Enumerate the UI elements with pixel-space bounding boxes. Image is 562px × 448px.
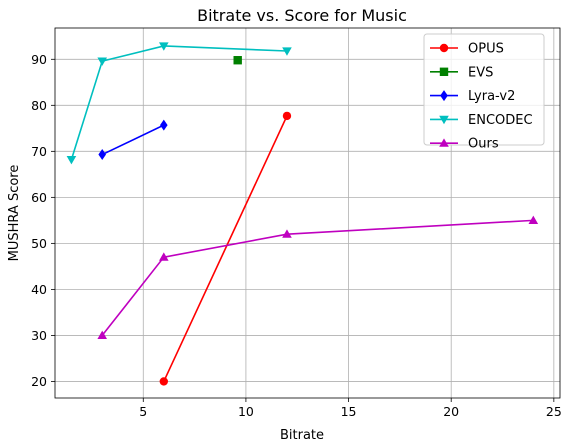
series-encodec bbox=[66, 42, 292, 165]
data-point-ours bbox=[528, 215, 539, 224]
legend-marker bbox=[439, 115, 449, 125]
data-point-ours bbox=[282, 229, 292, 238]
legend-marker bbox=[439, 67, 449, 76]
legend-item-lyra-v2: Lyra-v2 bbox=[430, 89, 515, 104]
legend-label: OPUS bbox=[468, 42, 504, 57]
series-evs bbox=[233, 56, 242, 65]
legend: OPUS EVS Lyra-v2 ENCODEC Ours bbox=[423, 33, 545, 152]
data-point-ours bbox=[97, 330, 108, 340]
y-tick-label: 60 bbox=[31, 190, 47, 205]
data-point-evs bbox=[233, 56, 242, 65]
x-axis: 5 10 15 20 25 bbox=[139, 398, 562, 419]
plot-area bbox=[54, 27, 561, 399]
data-point-encodec bbox=[66, 156, 77, 165]
y-tick-label: 50 bbox=[31, 236, 47, 251]
series-line-encodec bbox=[70, 45, 288, 160]
legend-item-evs: EVS bbox=[430, 65, 493, 80]
series-opus bbox=[159, 111, 292, 386]
legend-item-ours: Ours bbox=[430, 137, 499, 152]
data-point-opus bbox=[159, 377, 169, 386]
y-tick-label: 20 bbox=[31, 374, 47, 389]
chart-title: Bitrate vs. Score for Music bbox=[197, 6, 407, 25]
x-tick-label: 5 bbox=[139, 404, 147, 419]
series-line-lyra-v2 bbox=[101, 124, 165, 156]
series-ours bbox=[97, 215, 539, 340]
series-line-opus bbox=[163, 115, 288, 382]
x-tick-label: 15 bbox=[341, 404, 357, 419]
x-tick-label: 10 bbox=[238, 404, 254, 419]
y-axis: 20 30 40 50 60 70 80 90 bbox=[31, 52, 55, 389]
legend-item-encodec: ENCODEC bbox=[430, 113, 533, 128]
legend-label: EVS bbox=[468, 65, 493, 80]
legend-marker bbox=[439, 43, 449, 53]
data-point-ours bbox=[159, 252, 169, 261]
x-tick-label: 25 bbox=[546, 404, 562, 419]
data-point-encodec bbox=[97, 57, 108, 66]
legend-marker bbox=[439, 138, 449, 147]
y-tick-label: 80 bbox=[31, 98, 47, 113]
series-line-ours bbox=[101, 219, 534, 336]
data-point-encodec bbox=[282, 47, 292, 56]
y-tick-label: 70 bbox=[31, 144, 47, 159]
data-point-lyra-v2 bbox=[160, 119, 168, 131]
legend-label: Ours bbox=[468, 137, 499, 152]
data-point-lyra-v2 bbox=[98, 149, 107, 161]
plot-frame bbox=[54, 27, 561, 399]
y-tick-label: 30 bbox=[31, 328, 47, 343]
series-layer bbox=[66, 42, 539, 386]
legend-box bbox=[423, 33, 545, 146]
legend-label: Lyra-v2 bbox=[468, 89, 515, 104]
y-axis-label: MUSHRA Score bbox=[7, 165, 22, 262]
legend-marker bbox=[440, 90, 448, 102]
y-tick-label: 90 bbox=[31, 52, 47, 67]
data-point-encodec bbox=[159, 42, 169, 51]
x-tick-label: 20 bbox=[443, 404, 459, 419]
legend-item-opus: OPUS bbox=[430, 42, 504, 57]
legend-label: ENCODEC bbox=[468, 113, 533, 128]
x-axis-label: Bitrate bbox=[280, 428, 324, 443]
data-point-opus bbox=[282, 111, 292, 121]
y-tick-label: 40 bbox=[31, 282, 47, 297]
series-lyra-v2 bbox=[98, 119, 168, 161]
